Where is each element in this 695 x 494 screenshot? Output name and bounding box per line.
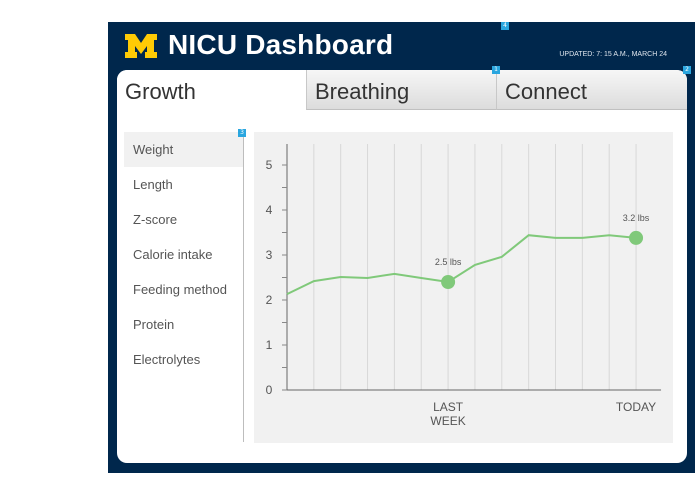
sidebar-item-feeding-method[interactable]: Feeding method (133, 282, 227, 297)
tab-connect[interactable]: Connect (496, 70, 687, 110)
block-m-logo (125, 34, 157, 58)
annotation-badge: 2 (683, 66, 691, 74)
sidebar-item-protein[interactable]: Protein (133, 317, 175, 332)
tab-breathing[interactable]: Breathing (306, 70, 496, 110)
metric-sidebar: Weight Length Z-score Calorie intake Fee… (124, 132, 243, 377)
sidebar-divider (243, 132, 244, 442)
updated-timestamp: UPDATED: 7: 15 A.M., MARCH 24 (559, 51, 667, 58)
weight-chart: 0 1 2 3 4 5 2.5 lbs 3.2 lbs LAST WEEK TODAY (254, 132, 673, 443)
y-tick-label: 1 (266, 338, 273, 352)
annotation-badge: 3 (238, 129, 246, 137)
weight-line (286, 234, 637, 296)
y-tick-label: 5 (266, 158, 273, 172)
sidebar-item-z-score[interactable]: Z-score (133, 212, 178, 227)
app-frame: NICU Dashboard UPDATED: 7: 15 A.M., MARC… (108, 22, 695, 473)
sidebar-item-length[interactable]: Length (133, 177, 173, 192)
y-tick-label: 3 (266, 248, 273, 262)
y-tick-label: 0 (266, 383, 273, 397)
tab-growth[interactable]: Growth (117, 70, 306, 110)
dashboard-card: Growth Breathing Connect Weight Length Z… (117, 70, 687, 463)
data-point-label: 2.5 lbs (435, 257, 462, 267)
data-point-marker[interactable] (629, 230, 644, 245)
sidebar-item-electrolytes[interactable]: Electrolytes (133, 352, 201, 367)
y-tick-label: 2 (266, 293, 273, 307)
x-axis-label: LAST (433, 400, 464, 414)
annotation-badge: 4 (501, 22, 509, 30)
app-title: NICU Dashboard (168, 29, 394, 60)
x-axis-label: TODAY (616, 400, 656, 414)
sidebar-item-weight[interactable]: Weight (124, 132, 243, 167)
y-tick-label: 4 (266, 203, 273, 217)
tab-bar: Growth Breathing Connect (117, 70, 687, 110)
data-point-marker[interactable] (441, 275, 456, 289)
annotation-badge: 1 (492, 66, 500, 74)
data-point-label: 3.2 lbs (623, 213, 650, 223)
x-axis-label: WEEK (430, 414, 465, 428)
sidebar-item-calorie-intake[interactable]: Calorie intake (133, 247, 213, 262)
